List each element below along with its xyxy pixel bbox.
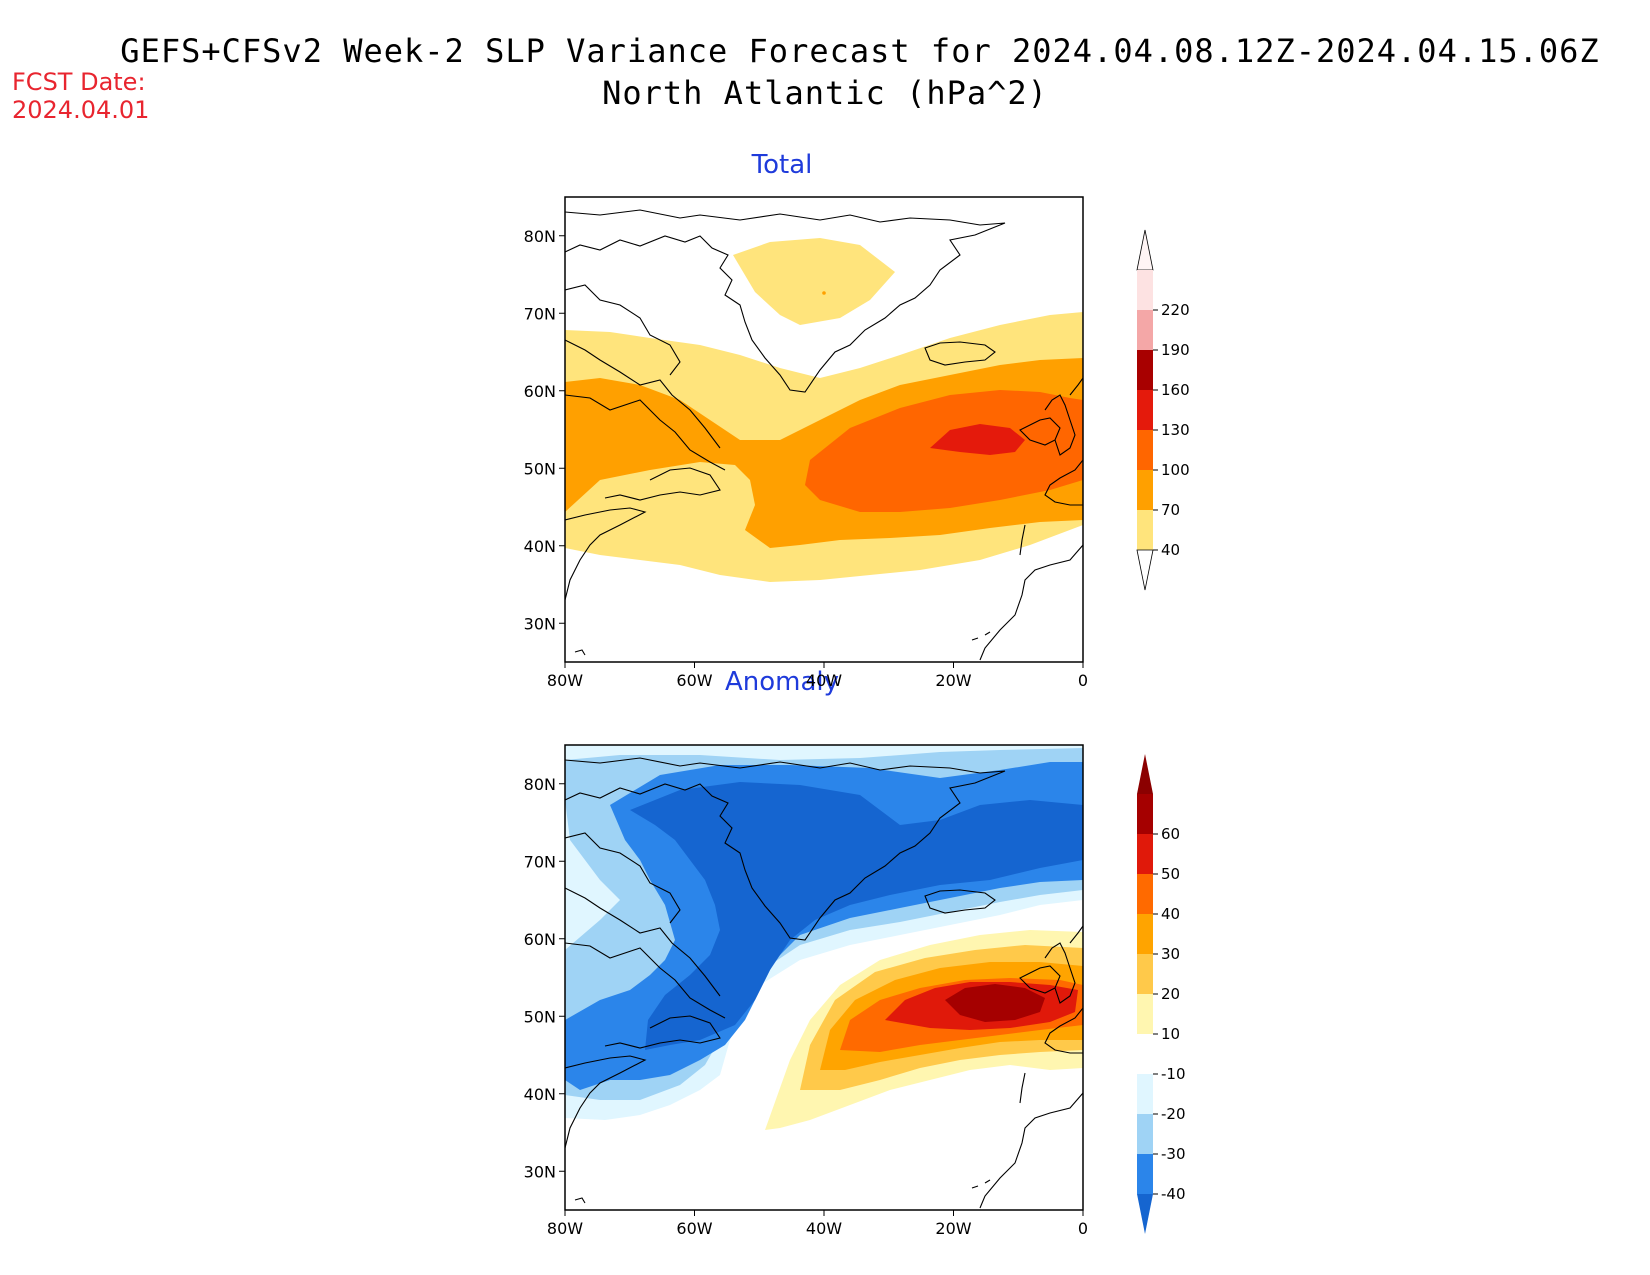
total-colorbar-label: 130 xyxy=(1161,421,1190,439)
anomaly-colorbar-top-extend xyxy=(1137,754,1153,794)
total-lon-label: 40W xyxy=(806,671,842,690)
anomaly-lon-label: 80W xyxy=(547,1219,583,1238)
total-lon-label: 20W xyxy=(935,671,971,690)
anomaly-colorbar-label: 10 xyxy=(1161,1025,1180,1043)
anomaly-colorbar-swatch xyxy=(1137,1114,1153,1154)
total-lon-axis: 80W 60W 40W 20W 0 xyxy=(547,662,1088,690)
title-line-1: GEFS+CFSv2 Week-2 SLP Variance Forecast … xyxy=(120,32,1600,70)
anomaly-colorbar-label: -40 xyxy=(1161,1185,1186,1203)
anomaly-colorbar: 60 50 40 30 20 10 -10 -20 -30 -40 xyxy=(1137,754,1186,1234)
anomaly-colorbar-label: -20 xyxy=(1161,1105,1186,1123)
total-lat-label: 80N xyxy=(524,227,556,246)
total-colorbar-top-extend xyxy=(1136,229,1154,271)
forecast-date-value: 2024.04.01 xyxy=(12,96,150,124)
anomaly-lat-axis: 80N 70N 60N 50N 40N 30N xyxy=(524,775,565,1181)
anomaly-colorbar-swatch xyxy=(1137,794,1153,834)
anomaly-colorbar-label: 40 xyxy=(1161,905,1180,923)
anomaly-colorbar-swatch xyxy=(1137,954,1153,994)
anomaly-colorbar-label: -30 xyxy=(1161,1145,1186,1163)
total-lat-label: 60N xyxy=(524,382,556,401)
anomaly-lon-label: 0 xyxy=(1078,1219,1088,1238)
total-lon-label: 80W xyxy=(547,671,583,690)
forecast-date-label: FCST Date: xyxy=(12,68,146,96)
anomaly-colorbar-label: 60 xyxy=(1161,825,1180,843)
total-lat-axis: 80N 70N 60N 50N 40N 30N xyxy=(524,227,565,633)
anomaly-lat-label: 80N xyxy=(524,775,556,794)
total-colorbar-bottom-extend xyxy=(1136,549,1154,591)
total-point-marker xyxy=(822,291,826,295)
anomaly-contour-neg40 xyxy=(630,782,1083,1050)
anomaly-colorbar-label: 30 xyxy=(1161,945,1180,963)
anomaly-colorbar-swatch xyxy=(1137,1154,1153,1194)
anomaly-lon-axis: 80W 60W 40W 20W 0 xyxy=(547,1210,1088,1238)
total-panel-title: Total xyxy=(751,150,813,180)
anomaly-lat-label: 40N xyxy=(524,1085,556,1104)
anomaly-lat-label: 30N xyxy=(524,1162,556,1181)
total-contour-100 xyxy=(805,390,1083,512)
total-map: 80N 70N 60N 50N 40N 30N 80W 60W 40W 20W 0 xyxy=(524,196,1088,690)
total-colorbar: 220 190 160 130 100 70 40 xyxy=(1136,229,1190,591)
anomaly-coastlines xyxy=(565,757,1083,1209)
anomaly-lon-label: 20W xyxy=(935,1219,971,1238)
total-coastlines xyxy=(565,209,1083,661)
anomaly-colorbar-label: 20 xyxy=(1161,985,1180,1003)
total-lat-label: 40N xyxy=(524,537,556,556)
total-colorbar-label: 40 xyxy=(1161,541,1180,559)
anomaly-colorbar-swatch xyxy=(1137,994,1153,1034)
forecast-date: FCST Date: 2024.04.01 xyxy=(12,68,149,124)
anomaly-colorbar-label: 50 xyxy=(1161,865,1180,883)
anomaly-map: 80N 70N 60N 50N 40N 30N 80W 60W 40W 20W 0 xyxy=(524,744,1088,1238)
anomaly-lat-label: 60N xyxy=(524,930,556,949)
anomaly-lon-label: 40W xyxy=(806,1219,842,1238)
anomaly-contour-60 xyxy=(945,984,1045,1022)
anomaly-colorbar-swatch xyxy=(1137,914,1153,954)
anomaly-colorbar-swatch xyxy=(1137,874,1153,914)
total-contour-40-greenland xyxy=(733,238,895,325)
total-colorbar-label: 160 xyxy=(1161,381,1190,399)
anomaly-colorbar-label: -10 xyxy=(1161,1065,1186,1083)
anomaly-colorbar-swatch xyxy=(1137,834,1153,874)
total-colorbar-label: 190 xyxy=(1161,341,1190,359)
anomaly-colorbar-swatch xyxy=(1137,1074,1153,1114)
anomaly-colorbar-swatch xyxy=(1137,1034,1153,1074)
anomaly-lat-label: 70N xyxy=(524,852,556,871)
total-colorbar-swatch xyxy=(1137,350,1153,390)
total-colorbar-swatch xyxy=(1137,270,1153,310)
total-colorbar-swatch xyxy=(1137,390,1153,430)
total-lon-label: 0 xyxy=(1078,671,1088,690)
anomaly-panel-title: Anomaly xyxy=(724,667,840,697)
total-colorbar-swatch xyxy=(1137,470,1153,510)
anomaly-colorbar-bottom-extend xyxy=(1137,1194,1153,1234)
total-lat-label: 50N xyxy=(524,459,556,478)
total-colorbar-swatch xyxy=(1137,310,1153,350)
total-colorbar-label: 70 xyxy=(1161,501,1180,519)
total-colorbar-label: 100 xyxy=(1161,461,1190,479)
anomaly-lon-label: 60W xyxy=(676,1219,712,1238)
total-contour-130 xyxy=(930,424,1025,455)
title-line-2: North Atlantic (hPa^2) xyxy=(602,74,1048,112)
total-lon-label: 60W xyxy=(676,671,712,690)
main-title: GEFS+CFSv2 Week-2 SLP Variance Forecast … xyxy=(0,30,1650,114)
total-lat-label: 30N xyxy=(524,614,556,633)
total-colorbar-swatch xyxy=(1137,430,1153,470)
total-lat-label: 70N xyxy=(524,304,556,323)
total-colorbar-label: 220 xyxy=(1161,301,1190,319)
total-colorbar-swatch xyxy=(1137,510,1153,550)
anomaly-lat-label: 50N xyxy=(524,1007,556,1026)
